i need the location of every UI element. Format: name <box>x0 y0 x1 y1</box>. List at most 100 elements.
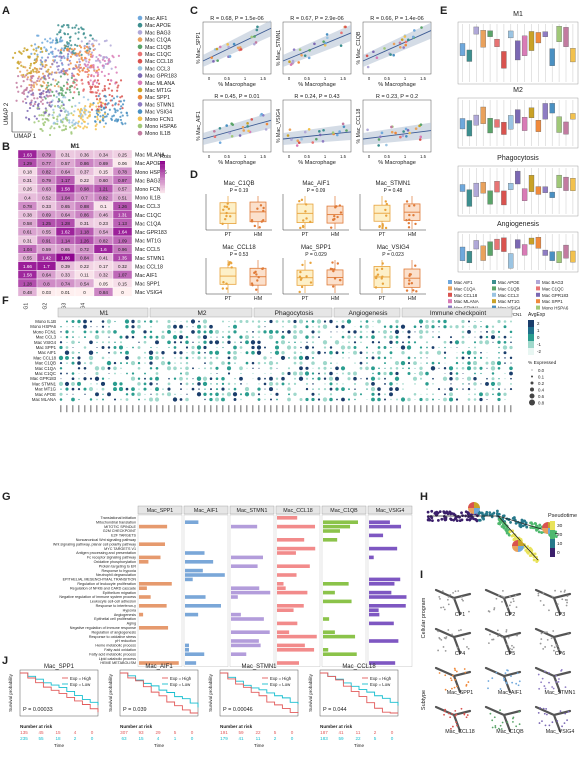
dotplot-dot <box>486 330 488 333</box>
gene-tick <box>288 405 290 413</box>
umap-point <box>39 59 42 62</box>
trajectory-point <box>537 530 541 534</box>
dotplot-dot <box>227 335 231 339</box>
trajectory-point <box>529 547 533 551</box>
gene-tick <box>120 405 122 413</box>
dotplot-dot <box>71 319 75 324</box>
dotplot-dot <box>491 325 495 328</box>
umap-point <box>77 27 80 30</box>
umap-point <box>75 52 78 55</box>
umap-point <box>44 78 47 81</box>
dotplot-dot <box>504 357 506 359</box>
dotplot-dot <box>384 367 386 369</box>
mini-point <box>494 726 497 729</box>
enrichment-bar <box>185 612 199 617</box>
dotplot-dot <box>305 382 309 385</box>
umap-point <box>28 83 31 87</box>
dotplot-dot <box>227 356 231 360</box>
dotplot-dot <box>497 382 501 386</box>
colorbar-tick: 30 <box>557 523 563 529</box>
umap-point <box>41 50 44 53</box>
dotplot-dot <box>214 340 220 345</box>
panel-letter: D <box>190 169 198 181</box>
scatter-stat: R = 0.67, P = 2.9e-06 <box>290 16 343 22</box>
dotplot-dot <box>468 336 470 338</box>
strip-box <box>487 241 493 256</box>
dotplot-dot <box>485 392 489 397</box>
dotplot-dot <box>161 330 165 334</box>
dotplot-dot <box>258 383 260 385</box>
umap-point <box>85 126 89 129</box>
enrichment-bar <box>139 661 179 665</box>
umap-point <box>51 90 54 93</box>
scatter-fit <box>282 32 352 62</box>
dotplot-dot <box>119 382 123 386</box>
umap-point <box>110 89 114 92</box>
umap-point <box>81 82 84 85</box>
dotplot-dot <box>102 398 104 401</box>
gene-tick <box>180 405 182 413</box>
mini-point <box>559 710 562 713</box>
umap-point <box>67 63 70 66</box>
scatter-stat: R = 0.24, P = 0.43 <box>294 94 339 100</box>
dotplot-dot <box>192 383 194 385</box>
dotplot-dot <box>198 320 200 323</box>
legend-label: Mac CCL18 <box>145 59 173 65</box>
umap-point <box>97 82 101 85</box>
dotplot-dot <box>274 345 280 350</box>
column-header <box>137 505 183 515</box>
umap-point <box>58 92 61 95</box>
umap-point <box>64 125 68 128</box>
dotplot-dot <box>186 325 188 328</box>
dotplot-dot <box>497 319 501 324</box>
mini-point <box>447 629 450 631</box>
dotplot-dot <box>167 361 171 365</box>
dotplot-dot <box>154 397 160 402</box>
scatter-point <box>300 53 303 57</box>
umap-point <box>69 126 72 129</box>
trajectory-point <box>464 510 468 514</box>
umap-point <box>30 76 33 79</box>
dotplot-dot <box>486 352 488 354</box>
strip-box <box>521 188 528 201</box>
dotplot-dot <box>317 393 321 396</box>
dotplot-dot <box>408 367 410 370</box>
trajectory-point <box>512 538 516 542</box>
heatmap-value: 0.60 <box>99 178 108 183</box>
dotplot-dot <box>288 357 290 359</box>
heatmap-value: 0.32 <box>118 264 127 269</box>
term-label: Fc receptor signaling pathway <box>87 556 136 560</box>
heatmap-cell <box>112 287 133 297</box>
umap-point <box>89 34 93 37</box>
umap-point <box>52 111 55 114</box>
umap-point <box>85 45 89 48</box>
umap-point <box>17 90 20 93</box>
mini-point <box>437 649 440 652</box>
umap-point <box>26 78 29 81</box>
dotplot-dot <box>119 341 123 344</box>
dotplot-dot <box>377 341 381 344</box>
dotplot-dot <box>174 331 176 333</box>
mini-point <box>539 642 542 645</box>
enrichment-bar <box>369 533 384 538</box>
umap-point <box>59 29 62 32</box>
dotplot-dot <box>78 341 80 343</box>
umap-point <box>95 81 99 84</box>
dotplot-dot <box>216 336 218 338</box>
umap-point <box>70 76 73 79</box>
dotplot-dot <box>389 340 393 345</box>
dotplot-dot <box>396 398 398 401</box>
umap-point <box>34 81 37 84</box>
mini-point <box>548 724 551 727</box>
dotplot-dot <box>462 362 464 364</box>
dotplot-dot <box>168 377 170 380</box>
scatter-ylabel: % Mac_C1QB <box>356 31 362 64</box>
heatmap-row-label: Mac VSIG4 <box>135 290 162 296</box>
dotplot-dot <box>294 341 296 344</box>
umap-point <box>102 119 105 122</box>
umap-point <box>96 115 99 118</box>
umap-point <box>59 75 63 78</box>
umap-point <box>101 64 104 67</box>
dotplot-dot <box>222 336 224 338</box>
term-label: Oxidative phosphorylation <box>94 560 136 564</box>
